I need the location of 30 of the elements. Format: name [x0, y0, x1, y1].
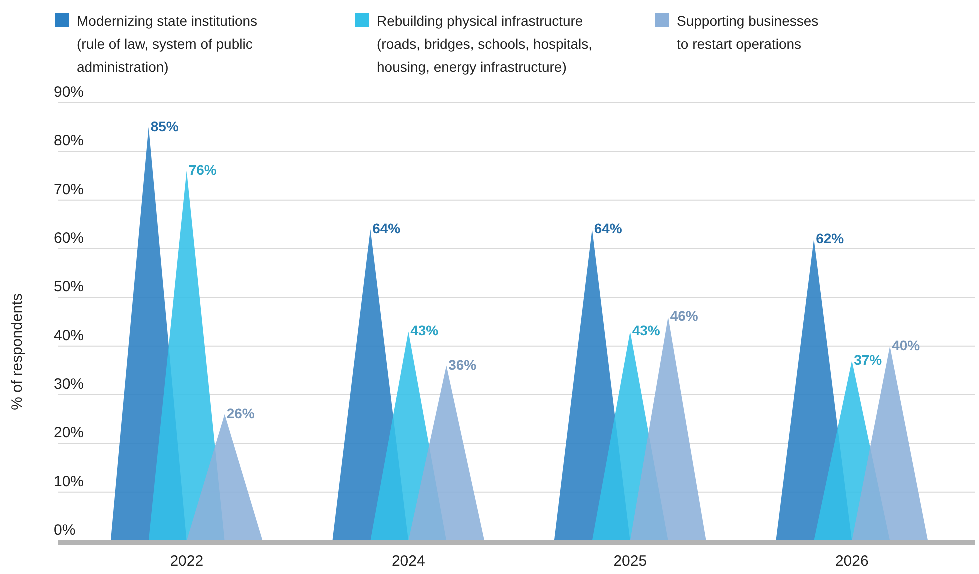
data-label: 76% — [188, 162, 218, 178]
legend-label: Modernizing state institutions (rule of law, system of public administration) — [77, 13, 258, 75]
y-tick-label: 60% — [54, 230, 84, 247]
data-label: 37% — [854, 352, 883, 368]
y-tick-label: 10% — [54, 473, 84, 490]
data-label: 43% — [410, 322, 440, 339]
y-axis-title: % of respondents — [9, 294, 26, 410]
y-tick-label: 40% — [54, 327, 84, 344]
x-tick-label: 2022 — [170, 553, 204, 570]
data-label: 43% — [632, 322, 661, 339]
data-label: 64% — [372, 220, 402, 237]
y-tick-label: 50% — [54, 278, 84, 296]
data-label: 85% — [150, 118, 180, 134]
y-tick-label: 90% — [54, 84, 84, 101]
data-label: 64% — [594, 220, 623, 237]
data-label: 46% — [670, 308, 699, 324]
data-label: 62% — [816, 230, 845, 246]
x-tick-label: 2024 — [392, 553, 426, 570]
y-tick-label: 30% — [54, 376, 84, 393]
x-tick-label: 2025 — [614, 553, 648, 570]
data-label: 36% — [448, 356, 478, 373]
y-tick-label: 0% — [54, 522, 76, 539]
y-tick-label: 20% — [54, 424, 84, 442]
y-tick-label: 80% — [54, 132, 84, 150]
legend-label: Supporting businesses to restart operations — [677, 13, 819, 52]
y-tick-label: 70% — [54, 181, 84, 198]
data-label: 26% — [226, 405, 256, 422]
legend-label: Rebuilding physical infrastructure (roads, bridges, schools, hospitals, housing, energy infrastructure) — [377, 13, 593, 75]
data-label: 40% — [892, 337, 921, 354]
x-tick-label: 2026 — [835, 553, 869, 570]
